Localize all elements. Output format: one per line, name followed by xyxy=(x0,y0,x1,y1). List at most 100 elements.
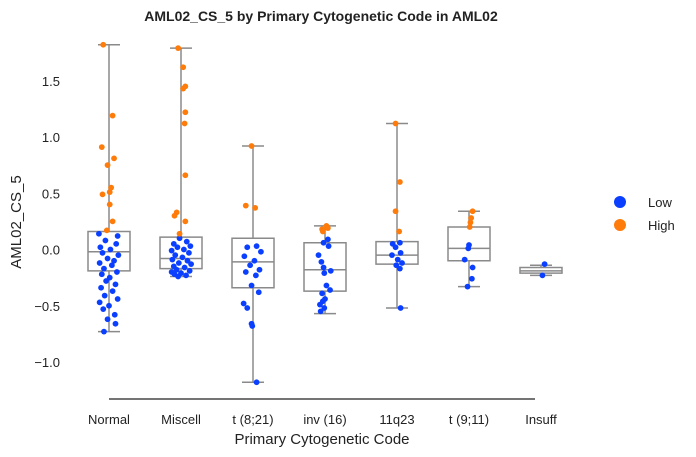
point-low xyxy=(186,267,193,274)
point-high xyxy=(242,202,249,209)
point-low xyxy=(188,261,194,268)
x-tick-label: 11q23 xyxy=(379,412,414,427)
point-high xyxy=(396,228,403,235)
y-axis-ticks: −1.0 −0.5 0.0 0.5 1.0 1.5 xyxy=(34,74,60,370)
point-low xyxy=(256,266,263,273)
point-high xyxy=(466,224,473,230)
point-high xyxy=(181,120,188,127)
point-low xyxy=(253,243,260,250)
point-low xyxy=(396,239,403,246)
point-low xyxy=(97,244,104,251)
point-low xyxy=(99,249,106,256)
x-tick-label: Normal xyxy=(88,412,130,427)
point-high xyxy=(469,208,476,215)
point-low xyxy=(173,266,180,273)
x-axis-label: Primary Cytogenetic Code xyxy=(234,431,409,448)
point-low xyxy=(187,243,194,250)
x-tick-label: Insuff xyxy=(525,412,557,427)
point-low xyxy=(465,245,472,252)
point-low xyxy=(469,264,476,271)
point-high xyxy=(182,218,189,225)
point-low xyxy=(318,258,325,265)
point-low xyxy=(258,248,264,255)
y-tick-label: 0.5 xyxy=(42,186,60,201)
point-high xyxy=(98,144,105,151)
y-tick-label: 0.0 xyxy=(42,243,60,258)
point-low xyxy=(327,287,333,293)
point-low xyxy=(324,236,331,243)
y-axis-label: AML02_CS_5 xyxy=(8,175,25,268)
point-high xyxy=(180,85,187,92)
point-low xyxy=(109,288,116,295)
point-low xyxy=(111,257,117,264)
point-low xyxy=(315,252,322,259)
point-high xyxy=(99,191,106,198)
point-low xyxy=(104,316,111,323)
point-low xyxy=(399,260,405,266)
chart-title: AML02_CS_5 by Primary Cytogenetic Code i… xyxy=(144,8,498,24)
x-axis-ticks: Normal Miscell t (8;21) inv (16) 11q23 t (9;1… xyxy=(88,412,557,427)
point-low xyxy=(112,281,119,288)
point-low xyxy=(541,261,548,268)
point-high xyxy=(103,227,110,234)
box-miscell xyxy=(159,47,203,278)
point-low xyxy=(107,246,114,253)
point-low xyxy=(325,243,332,250)
point-low xyxy=(461,256,468,263)
point-high xyxy=(252,204,259,211)
point-low xyxy=(168,247,175,254)
point-low xyxy=(251,257,258,264)
legend-label-low: Low xyxy=(648,195,672,210)
x-tick-label: t (8;21) xyxy=(232,412,273,427)
point-high xyxy=(467,219,474,226)
point-low xyxy=(252,272,259,279)
point-low xyxy=(101,292,108,299)
point-low xyxy=(392,244,399,251)
point-low xyxy=(397,249,404,256)
point-low xyxy=(244,305,251,311)
point-low xyxy=(240,300,247,307)
x-tick-label: t (9;11) xyxy=(449,412,489,427)
point-low xyxy=(96,230,102,237)
point-high xyxy=(100,41,107,48)
legend-marker-low xyxy=(614,196,626,208)
point-high xyxy=(182,109,189,116)
point-low xyxy=(102,237,109,244)
point-low xyxy=(397,305,404,311)
point-low xyxy=(101,265,107,272)
legend-label-high: High xyxy=(648,218,675,233)
point-low xyxy=(176,235,183,242)
point-low xyxy=(113,240,120,247)
y-tick-label: 1.0 xyxy=(42,130,60,145)
point-low xyxy=(175,260,182,266)
point-low xyxy=(111,311,118,318)
point-low xyxy=(181,264,188,271)
point-low xyxy=(317,301,323,308)
point-low xyxy=(396,265,403,272)
point-low xyxy=(389,252,395,259)
point-low xyxy=(244,244,251,251)
point-high xyxy=(468,215,475,221)
box-t-8-21- xyxy=(231,145,275,383)
point-low xyxy=(114,233,121,239)
point-low xyxy=(180,246,187,253)
point-low xyxy=(98,271,105,278)
point-high xyxy=(175,45,182,52)
point-low xyxy=(186,249,192,256)
y-tick-label: −0.5 xyxy=(34,299,60,314)
point-low xyxy=(96,260,103,266)
point-low xyxy=(247,262,254,269)
point-low xyxy=(317,308,324,315)
point-low xyxy=(319,290,326,297)
point-low xyxy=(468,275,475,282)
point-low xyxy=(115,252,122,259)
point-low xyxy=(320,239,327,246)
point-low xyxy=(249,323,256,329)
point-high xyxy=(111,155,117,162)
point-low xyxy=(100,306,107,313)
point-low xyxy=(327,267,334,274)
point-high xyxy=(106,189,113,196)
point-low xyxy=(174,244,181,251)
legend: Low High xyxy=(614,195,675,233)
point-high xyxy=(182,172,189,179)
